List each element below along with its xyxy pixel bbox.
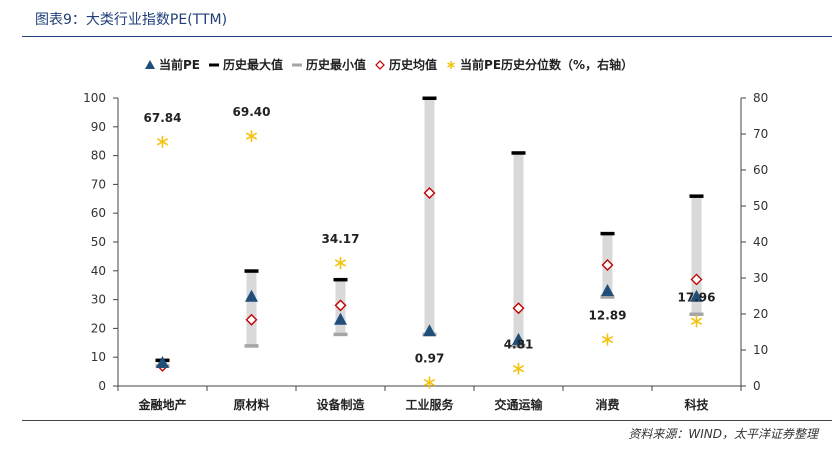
legend-marker (447, 61, 455, 69)
percentile-data-label: 67.84 (144, 111, 182, 125)
page-title: 图表9：大类行业指数PE(TTM) (35, 12, 228, 28)
percentile-marker (601, 333, 614, 346)
percentile-marker (690, 315, 703, 328)
y-left-tick-label: 90 (91, 120, 106, 134)
y-left-tick-label: 60 (91, 206, 106, 220)
min-marker (600, 295, 615, 299)
avg-marker (245, 313, 258, 326)
max-marker (244, 269, 259, 273)
current-pe-marker (245, 289, 258, 302)
max-marker (333, 277, 348, 282)
legend-item: 当前PE (145, 57, 200, 72)
min-marker (511, 344, 526, 348)
avg-marker (423, 187, 436, 200)
min-marker (689, 312, 704, 316)
pe-chart: 0 10 20 30 40 50 60 70 80 90 100 0 10 20 30 40 50 60 70 80 金… (83, 57, 768, 412)
percentile-marker (245, 130, 258, 143)
source-note: 资料来源：WIND，太平洋证券整理 (628, 427, 818, 441)
title-divider (22, 36, 832, 37)
percentile-data-label: 0.97 (415, 352, 445, 366)
legend-label: 当前PE (159, 57, 200, 72)
y-right-tick-label: 0 (753, 379, 761, 393)
max-marker (600, 231, 615, 236)
current-pe-marker (156, 355, 169, 368)
y-right-tick-label: 40 (753, 235, 768, 249)
percentile-marker (156, 135, 169, 148)
current-pe-marker (423, 324, 436, 337)
x-tick-label: 科技 (684, 397, 709, 412)
x-tick-label: 设备制造 (316, 397, 365, 412)
avg-marker (512, 302, 525, 315)
percentile-marker (423, 376, 436, 389)
y-left-tick-label: 30 (91, 293, 106, 307)
y-left-tick-label: 40 (91, 264, 106, 278)
x-tick-label: 金融地产 (137, 397, 186, 412)
legend-marker (209, 63, 219, 67)
y-right-tick-label: 70 (753, 127, 768, 141)
title-bar: 图表9：大类行业指数PE(TTM) (0, 0, 832, 34)
current-pe-marker (601, 283, 614, 296)
percentile-data-label: 4.81 (504, 338, 534, 352)
range-bar (691, 195, 702, 314)
percentile-data-label: 17.96 (678, 290, 716, 304)
legend-label: 当前PE历史分位数（%，右轴） (460, 57, 633, 72)
x-tick-label: 工业服务 (405, 397, 454, 412)
percentile-data-label: 69.40 (233, 105, 271, 119)
percentile-marker (512, 362, 525, 375)
percentile-data-label: 34.17 (322, 232, 360, 246)
y-left-tick-label: 80 (91, 149, 106, 163)
legend-marker (292, 63, 303, 67)
current-pe-marker (334, 312, 347, 325)
y-right-tick-label: 80 (753, 91, 768, 105)
y-left-tick-label: 20 (91, 321, 106, 335)
legend-label: 历史均值 (389, 57, 437, 72)
percentile-data-label: 12.89 (589, 309, 627, 323)
y-right-tick-label: 20 (753, 307, 768, 321)
x-tick-label: 交通运输 (494, 397, 543, 412)
y-left-tick-label: 50 (91, 235, 106, 249)
legend-item: 当前PE历史分位数（%，右轴） (447, 57, 633, 72)
avg-marker (690, 273, 703, 286)
legend-item: 历史均值 (375, 57, 437, 72)
legend-marker (375, 60, 385, 70)
legend-label: 历史最大值 (223, 57, 283, 72)
y-left-tick-label: 70 (91, 177, 106, 191)
y-right-tick-label: 10 (753, 343, 768, 357)
y-left-tick-label: 10 (91, 350, 106, 364)
min-marker (333, 332, 348, 337)
y-left-tick-label: 0 (98, 379, 106, 393)
avg-marker (601, 259, 614, 272)
x-tick-label: 原材料 (233, 397, 269, 412)
current-pe-marker (512, 332, 525, 345)
max-marker (689, 194, 704, 198)
legend-marker (145, 60, 155, 69)
max-marker (422, 96, 437, 100)
legend-label: 历史最小值 (306, 57, 366, 72)
range-bar (246, 270, 257, 346)
range-bar (513, 152, 524, 346)
max-marker (511, 151, 526, 155)
x-tick-label: 消费 (595, 397, 619, 412)
percentile-marker (334, 256, 347, 269)
legend-item: 历史最大值 (209, 57, 283, 72)
legend-item: 历史最小值 (292, 57, 366, 72)
y-right-tick-label: 60 (753, 163, 768, 177)
avg-marker (334, 299, 347, 312)
y-right-tick-label: 30 (753, 271, 768, 285)
range-bar (424, 98, 435, 335)
y-right-tick-label: 50 (753, 199, 768, 213)
current-pe-marker (690, 289, 703, 302)
footer-divider (22, 420, 832, 421)
y-left-tick-label: 100 (83, 91, 106, 105)
min-marker (244, 344, 259, 348)
